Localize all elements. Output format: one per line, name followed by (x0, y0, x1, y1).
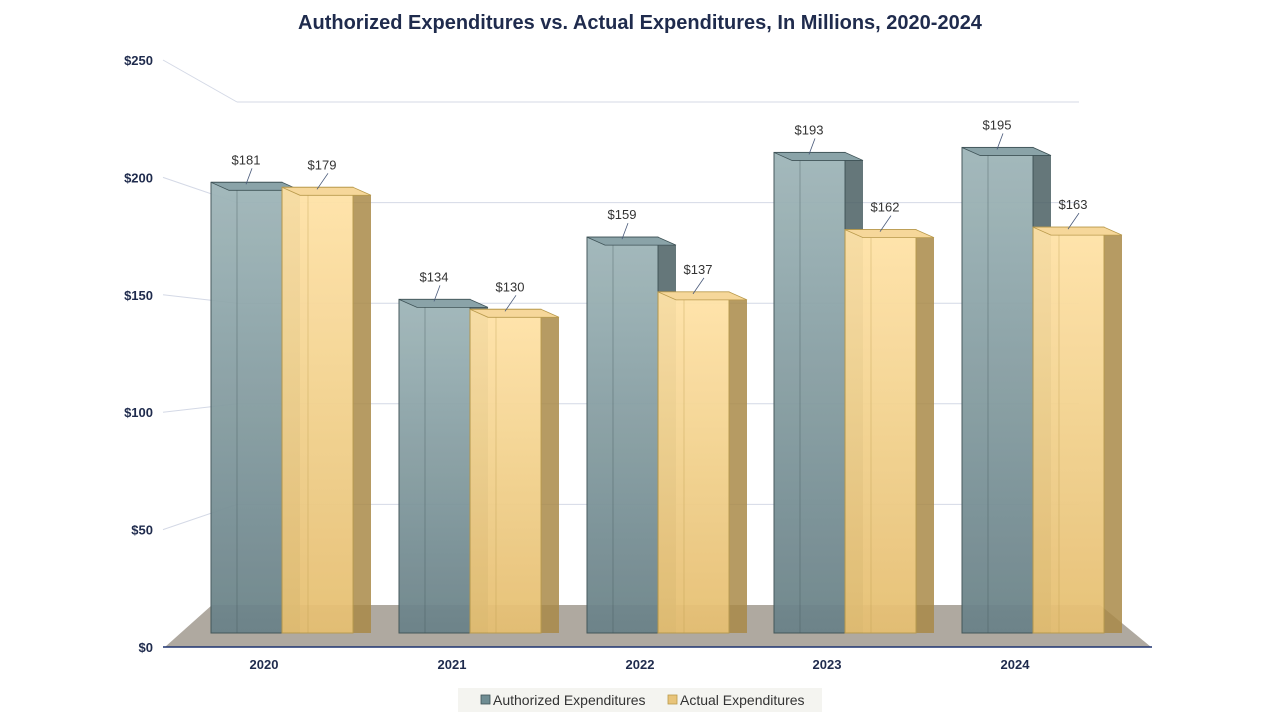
x-tick-label-2021: 2021 (438, 657, 467, 672)
data-label-authorized-2021: $134 (420, 269, 449, 284)
data-label-actual-2024: $163 (1059, 197, 1088, 212)
data-label-authorized-2024: $195 (983, 117, 1012, 132)
legend-label-actual: Actual Expenditures (680, 692, 805, 708)
data-label-authorized-2020: $181 (232, 152, 261, 167)
x-tick-label-2022: 2022 (626, 657, 655, 672)
bar-top-face (469, 308, 560, 318)
data-label-authorized-2022: $159 (608, 207, 637, 222)
x-tick-label-2020: 2020 (250, 657, 279, 672)
legend: Authorized Expenditures Actual Expenditu… (458, 688, 822, 712)
y-axis-ticks: $0 $50 $100 $150 $200 $250 (124, 53, 153, 655)
bar-actual-2022 (657, 291, 748, 634)
bar-top-face (773, 152, 864, 161)
data-label-actual-2023: $162 (871, 200, 900, 215)
bar-front-face (1032, 226, 1105, 634)
bar-actual-2024 (1032, 226, 1123, 634)
leader-line-authorized-2024 (996, 133, 1004, 150)
leader-line-actual-2023 (879, 215, 892, 232)
bar-front-face (773, 151, 846, 634)
y-tick-label-0: $0 (139, 640, 153, 655)
bar-front-face (469, 308, 542, 634)
y-tick-label-150: $150 (124, 288, 153, 303)
bar-side-face (353, 187, 371, 634)
bars (210, 146, 1123, 634)
legend-swatch-actual (667, 694, 678, 705)
bar-top-face (657, 291, 748, 301)
bar-top-face (281, 186, 372, 196)
bar-front-face (961, 146, 1034, 634)
bar-front-face (398, 298, 471, 634)
x-axis-ticks: 2020 2021 2022 2023 2024 (250, 657, 1031, 672)
x-tick-label-2024: 2024 (1001, 657, 1031, 672)
data-label-actual-2020: $179 (308, 157, 337, 172)
data-label-actual-2021: $130 (496, 279, 525, 294)
bar-front-face (844, 229, 917, 634)
bar-side-face (729, 291, 747, 633)
bar-top-face (586, 236, 677, 246)
y-tick-label-50: $50 (131, 523, 153, 538)
bar-front-face (657, 291, 730, 634)
bar-side-face (541, 309, 559, 633)
leader-line-authorized-2021 (433, 285, 441, 302)
bar-actual-2021 (469, 308, 560, 634)
bar-side-face (916, 229, 934, 633)
leader-line-authorized-2022 (621, 222, 629, 240)
data-labels: $181 $179 $134 $130 $159 $137 $193 $162 $195 $163 (232, 117, 1088, 312)
y-tick-label-100: $100 (124, 405, 153, 420)
bar-top-face (1032, 226, 1123, 236)
y-tick-label-200: $200 (124, 170, 153, 185)
bar-front-face (586, 236, 659, 634)
chart-title: Authorized Expenditures vs. Actual Expen… (298, 12, 983, 34)
x-tick-label-2023: 2023 (813, 657, 842, 672)
leader-line-actual-2022 (692, 277, 705, 295)
bar-actual-2020 (281, 186, 372, 634)
bar-front-face (281, 186, 354, 634)
gridline-diagonal-250 (162, 59, 238, 103)
bar-top-face (844, 229, 935, 239)
bar-front-face (210, 181, 283, 634)
bar-top-face (961, 147, 1052, 156)
leader-line-actual-2020 (316, 173, 329, 190)
y-tick-label-250: $250 (124, 53, 153, 68)
data-label-actual-2022: $137 (684, 262, 713, 277)
legend-background (458, 688, 822, 712)
leader-line-actual-2024 (1067, 212, 1080, 230)
bar-actual-2023 (844, 229, 935, 634)
leader-line-authorized-2023 (808, 138, 816, 155)
legend-label-authorized: Authorized Expenditures (493, 692, 646, 708)
leader-line-actual-2021 (504, 295, 517, 312)
legend-swatch-authorized (480, 694, 491, 705)
bar-top-face (398, 298, 489, 308)
bar-side-face (1104, 227, 1122, 633)
data-label-authorized-2023: $193 (795, 122, 824, 137)
leader-line-authorized-2020 (245, 168, 253, 185)
